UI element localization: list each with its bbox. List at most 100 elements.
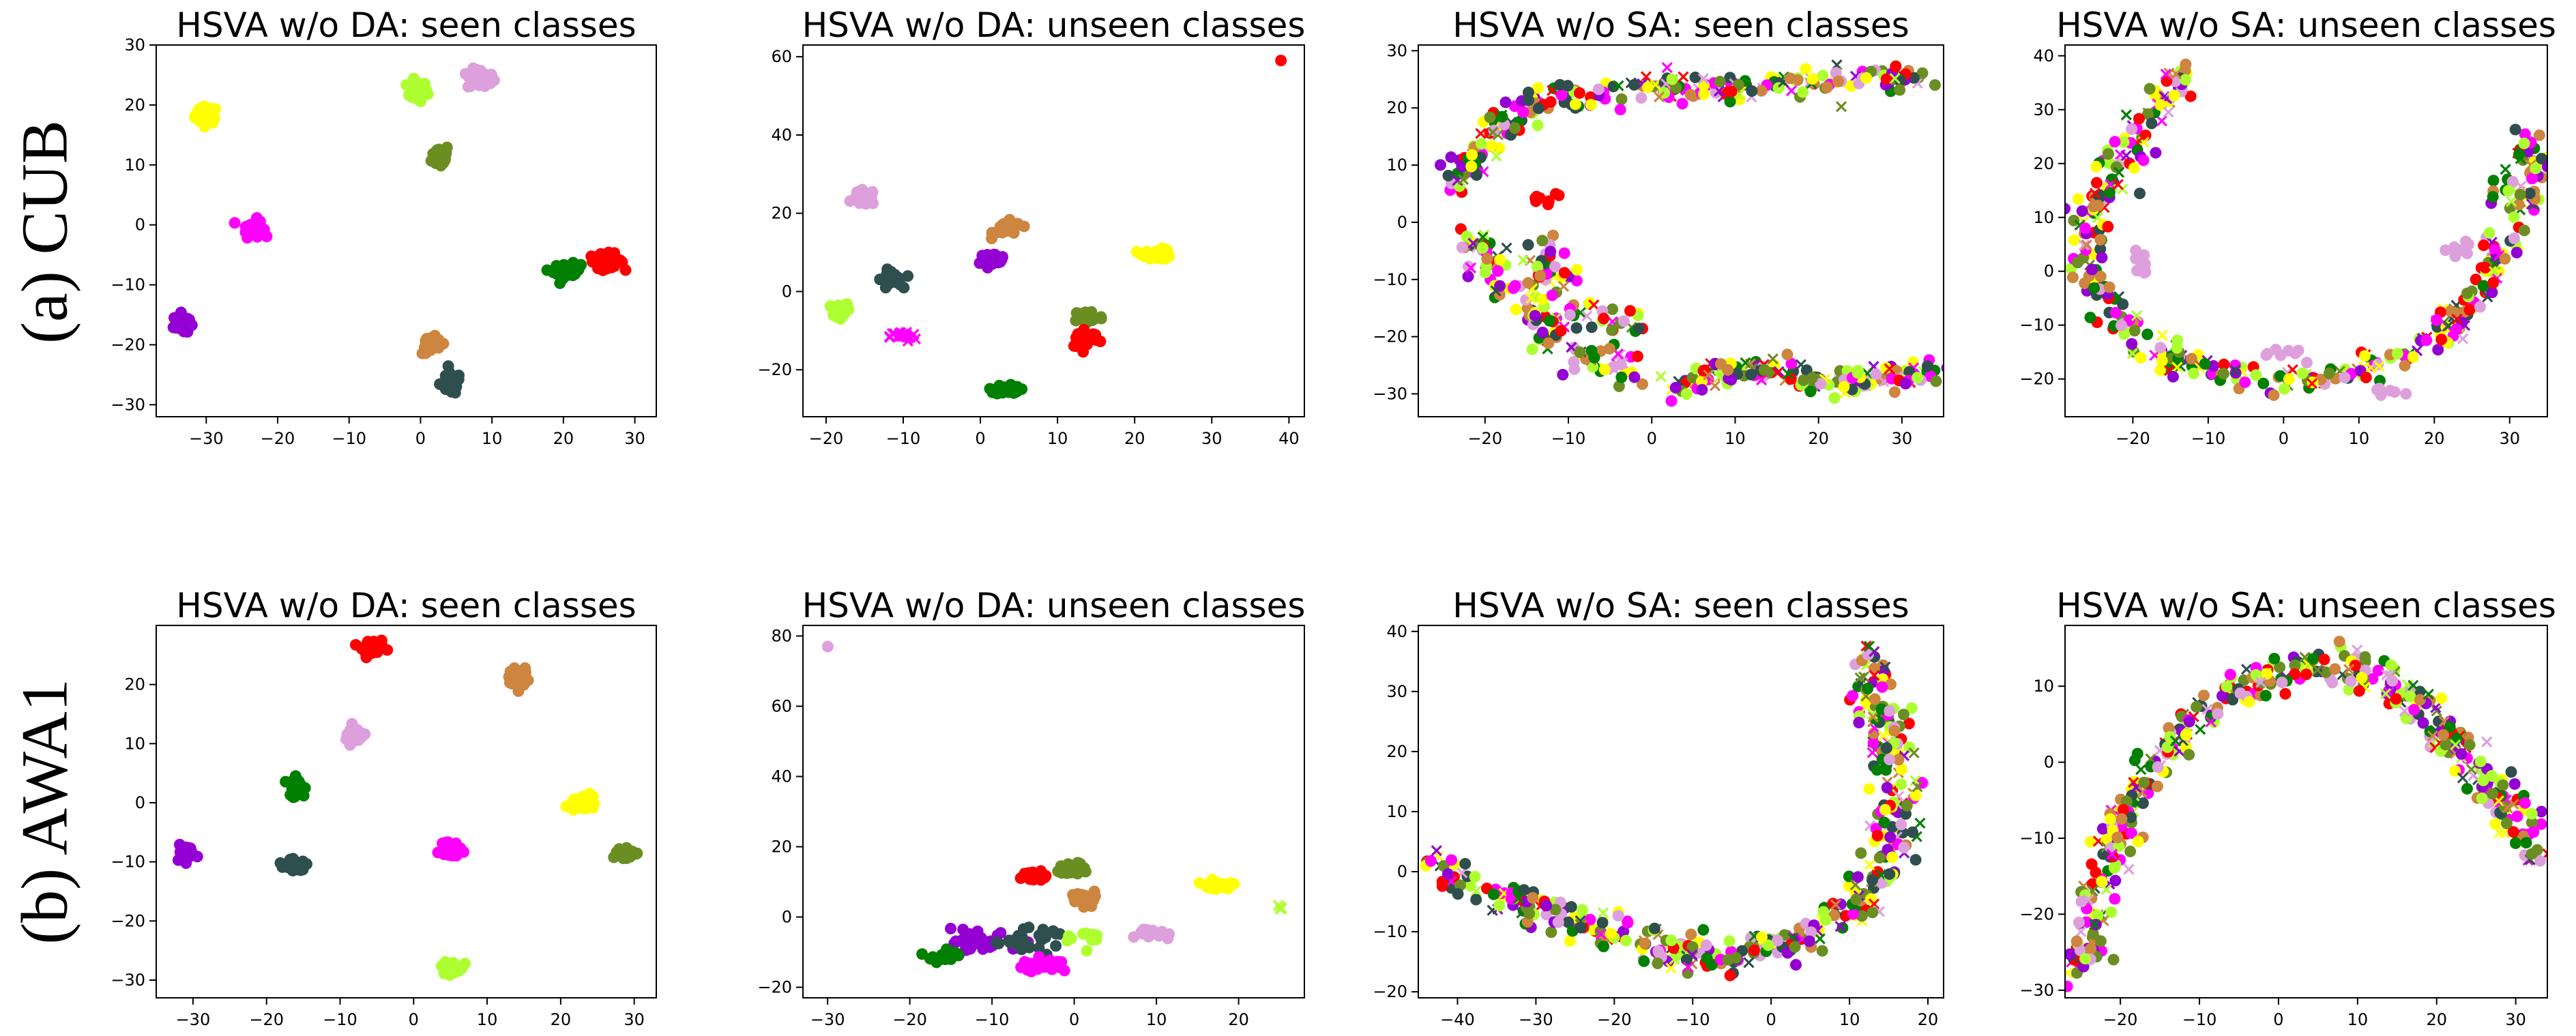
data-point	[1830, 899, 1841, 911]
data-point	[1493, 900, 1506, 912]
data-point	[1903, 717, 1915, 730]
data-point	[1624, 305, 1636, 317]
data-point	[2541, 160, 2547, 173]
data-point	[853, 193, 865, 205]
data-point	[992, 256, 1004, 269]
data-point	[1153, 927, 1165, 939]
y-tick-label: 40	[2033, 46, 2054, 65]
data-point	[1703, 369, 1714, 381]
chart-panel-6: HSVA w/o DA: unseen classes −30 −20 −10 0 10 2…	[757, 586, 1305, 1029]
x-tick-label: 10	[2349, 429, 2370, 448]
data-point	[174, 313, 186, 325]
data-point	[274, 857, 287, 869]
data-point	[1545, 95, 1557, 108]
data-point	[554, 277, 566, 289]
data-point	[2180, 58, 2192, 70]
x-tick-label: −10	[2191, 429, 2226, 448]
y-tick-label: 0	[782, 282, 792, 301]
y-tick-label: −20	[2019, 904, 2054, 923]
data-point	[1879, 661, 1891, 672]
data-point	[1725, 374, 1738, 386]
plot-frame	[2064, 625, 2548, 998]
data-point	[2283, 344, 2295, 357]
data-point	[1475, 138, 1487, 150]
data-point	[2457, 772, 2469, 784]
y-tick-label: 10	[124, 734, 145, 753]
data-point	[1929, 79, 1941, 91]
data-point	[417, 85, 429, 98]
data-point	[609, 256, 621, 269]
data-point	[2440, 739, 2452, 751]
data-point	[449, 842, 461, 855]
data-point	[357, 728, 369, 740]
data-point	[1852, 871, 1864, 883]
data-point	[2508, 778, 2521, 790]
data-point	[1570, 264, 1583, 276]
x-tick-label: −10	[332, 429, 366, 448]
data-point	[1884, 831, 1897, 843]
data-point	[1481, 253, 1493, 265]
data-point	[1669, 381, 1682, 394]
data-point	[2087, 928, 2099, 940]
data-point	[2109, 307, 2122, 319]
data-point	[2502, 185, 2515, 197]
chart-panel-4: HSVA w/o SA: unseen classes −20 −10 0 10 20 30…	[2019, 5, 2556, 448]
data-point	[2065, 203, 2071, 215]
data-point	[2526, 173, 2538, 185]
data-point	[2103, 281, 2116, 293]
data-point	[1568, 356, 1580, 368]
data-point	[2300, 668, 2313, 681]
data-point	[2372, 664, 2384, 677]
data-point	[2137, 154, 2150, 166]
data-point	[986, 386, 999, 398]
data-point	[261, 231, 273, 243]
data-point	[1562, 916, 1575, 928]
data-point	[503, 677, 516, 689]
data-point	[1909, 775, 1921, 786]
data-point	[2553, 857, 2565, 869]
data-point	[1014, 872, 1027, 885]
data-point	[2384, 385, 2396, 397]
data-point	[2120, 109, 2132, 121]
x-tick-label: 20	[1124, 429, 1145, 448]
data-point	[1745, 368, 1757, 381]
data-point	[1772, 934, 1784, 947]
data-point	[1162, 932, 1174, 945]
data-point	[1156, 242, 1169, 254]
data-point	[2535, 805, 2547, 818]
data-point	[483, 70, 495, 83]
data-point	[2356, 672, 2368, 684]
data-point	[2110, 161, 2122, 173]
data-point	[2358, 350, 2371, 362]
data-point	[2507, 826, 2519, 838]
data-point	[2474, 301, 2486, 313]
data-point	[1018, 220, 1030, 233]
data-point	[2079, 953, 2092, 965]
x-tick-label: 10	[1146, 1010, 1167, 1029]
data-point	[2094, 243, 2107, 255]
data-point	[1035, 865, 1047, 877]
data-point	[1652, 945, 1665, 957]
y-tick-label: −10	[1373, 270, 1407, 289]
data-point	[1620, 934, 1632, 947]
data-point	[1467, 237, 1479, 249]
data-point	[1008, 222, 1021, 235]
data-point	[2306, 378, 2318, 389]
data-point	[2090, 160, 2103, 173]
data-point	[2349, 660, 2361, 672]
data-point	[186, 319, 198, 331]
data-point	[1762, 939, 1774, 951]
data-point	[2163, 722, 2175, 734]
data-point	[2488, 265, 2500, 278]
data-point	[1789, 941, 1801, 953]
data-point	[1655, 370, 1667, 383]
data-point	[1862, 683, 1874, 695]
data-point	[1669, 953, 1680, 965]
data-point	[2515, 153, 2526, 164]
y-tick-label: 10	[1386, 156, 1407, 175]
data-point	[1487, 888, 1499, 900]
plot-frame	[156, 44, 657, 417]
data-point	[2423, 688, 2435, 700]
data-point	[2463, 739, 2476, 751]
y-tick-label: 40	[771, 767, 792, 786]
